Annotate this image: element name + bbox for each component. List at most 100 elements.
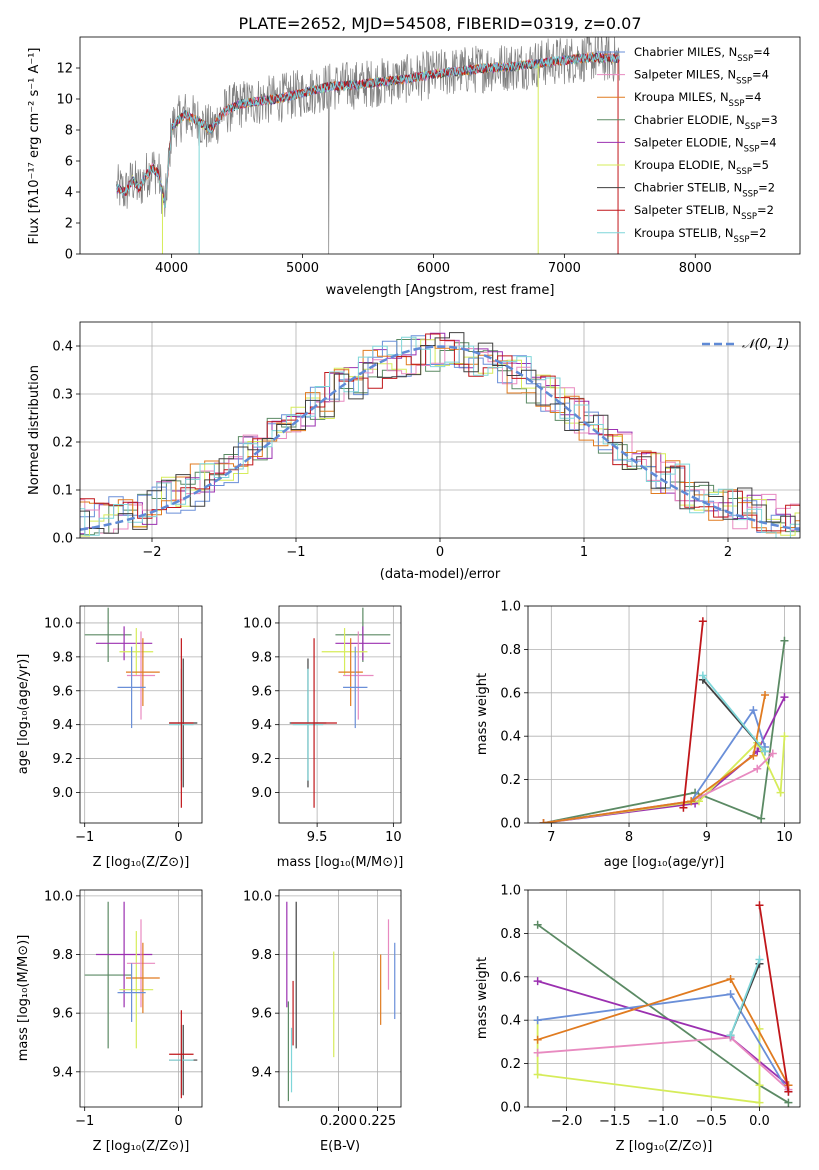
weight-point-marker bbox=[694, 797, 703, 806]
error-bar-point bbox=[338, 638, 363, 707]
x-axis-label: E(B-V) bbox=[320, 1139, 360, 1154]
histogram-step bbox=[80, 336, 800, 538]
weight-point-marker bbox=[780, 636, 789, 645]
y-tick-label: 9.4 bbox=[52, 718, 73, 733]
x-tick-label: −1 bbox=[286, 545, 305, 560]
y-axis-label: mass weight bbox=[475, 673, 490, 755]
x-tick-label: 5000 bbox=[286, 261, 319, 276]
y-tick-label: 9.4 bbox=[52, 1065, 73, 1080]
mass_vs_Z-frame bbox=[79, 889, 203, 1108]
weight-point-marker bbox=[755, 901, 764, 910]
error-bar-point bbox=[119, 931, 154, 1049]
x-axis-label: Z [log₁₀(Z/Z⊙)] bbox=[616, 1139, 713, 1154]
weight-point-marker bbox=[761, 690, 770, 699]
y-axis-label: mass weight bbox=[475, 957, 490, 1039]
y-tick-label: 0.4 bbox=[52, 340, 73, 355]
weight-point-marker bbox=[533, 1070, 542, 1079]
y-tick-label: 9.6 bbox=[52, 684, 73, 699]
x-tick-label: −1.5 bbox=[599, 1114, 631, 1129]
mass_vs_EBV-content bbox=[286, 901, 396, 1102]
legend-label: Chabrier MILES, NSSP=4 bbox=[634, 45, 770, 64]
weight-point-marker bbox=[749, 706, 758, 715]
age_vs_Z-content bbox=[84, 607, 198, 808]
error-bar-point bbox=[169, 638, 194, 808]
x-tick-label: 0 bbox=[174, 1114, 182, 1129]
x-tick-label: 0.225 bbox=[359, 1114, 396, 1129]
x-tick-label: −1.0 bbox=[647, 1114, 679, 1129]
legend-label: Kroupa STELIB, NSSP=2 bbox=[634, 226, 766, 245]
x-tick-label: −2 bbox=[142, 545, 161, 560]
weight-point-marker bbox=[780, 693, 789, 702]
x-tick-label: 0 bbox=[174, 830, 182, 845]
x-tick-label: 8000 bbox=[679, 261, 712, 276]
y-tick-label: 0.4 bbox=[500, 730, 521, 745]
x-tick-label: 7 bbox=[547, 830, 555, 845]
weight-series-line bbox=[729, 959, 761, 1036]
weight-point-marker bbox=[533, 920, 542, 929]
weight-series-line bbox=[543, 640, 786, 823]
mass_vs_EBV-frame bbox=[278, 889, 402, 1108]
x-tick-label: 9 bbox=[703, 830, 711, 845]
y-tick-label: 9.8 bbox=[52, 650, 73, 665]
error-bar-point bbox=[321, 628, 368, 676]
weight-point-marker bbox=[749, 751, 758, 760]
y-tick-label: 0.0 bbox=[500, 817, 521, 832]
y-tick-label: 9.4 bbox=[251, 1065, 272, 1080]
x-axis-label: (data-model)/error bbox=[380, 567, 501, 582]
weight-point-marker bbox=[533, 1016, 542, 1025]
weight-point-marker bbox=[533, 977, 542, 986]
histogram-step bbox=[80, 332, 800, 534]
weight-point-marker bbox=[784, 1098, 793, 1107]
x-tick-label: −0.5 bbox=[695, 1114, 727, 1129]
y-tick-label: 0.6 bbox=[500, 970, 521, 985]
legend-label: 𝒩(0, 1) bbox=[742, 337, 789, 352]
y-tick-label: 9.0 bbox=[52, 786, 73, 801]
x-tick-label: 2 bbox=[724, 545, 732, 560]
weight-point-marker bbox=[784, 1087, 793, 1096]
weight_vs_Z-content bbox=[533, 901, 793, 1107]
y-tick-label: 0.3 bbox=[52, 388, 73, 403]
spectrum-legend: Chabrier MILES, NSSP=4 Salpeter MILES, NS… bbox=[597, 45, 778, 245]
age_vs_mass-panel: 9.5 10 9.0 9.2 9.4 9.6 9.8 10.0 mass [log₁₀(M/M⊙… bbox=[243, 605, 403, 870]
weight-point-marker bbox=[780, 732, 789, 741]
y-tick-label: 0.8 bbox=[500, 643, 521, 658]
weight_vs_age-frame bbox=[527, 605, 801, 824]
weight-point-marker bbox=[533, 1048, 542, 1057]
x-tick-label: 9.5 bbox=[307, 830, 328, 845]
x-tick-label: 8 bbox=[625, 830, 633, 845]
y-tick-label: 6 bbox=[65, 155, 73, 170]
y-tick-label: 9.6 bbox=[251, 684, 272, 699]
age_vs_mass-content bbox=[289, 607, 391, 808]
weight-point-marker bbox=[776, 788, 785, 797]
error-bar-point bbox=[169, 1010, 194, 1099]
x-tick-label: 0 bbox=[436, 545, 444, 560]
error-bar-point bbox=[95, 901, 153, 1008]
x-tick-label: 6000 bbox=[417, 261, 450, 276]
weight-series-line bbox=[543, 694, 766, 823]
x-tick-label: 0.0 bbox=[749, 1114, 770, 1129]
spectrum-model-line bbox=[116, 51, 620, 209]
gaussian-curve bbox=[80, 345, 800, 531]
weight-point-marker bbox=[726, 1031, 735, 1040]
spectrum-panel: 4000 5000 6000 7000 8000 0 2 4 6 8 10 12 Chabrier MI… bbox=[27, 36, 801, 298]
figure-title: PLATE=2652, MJD=54508, FIBERID=0319, z=0… bbox=[238, 14, 641, 33]
spectrum-data-line bbox=[116, 37, 620, 254]
y-tick-label: 10.0 bbox=[44, 616, 73, 631]
y-tick-label: 9.8 bbox=[52, 948, 73, 963]
weight-point-marker bbox=[753, 764, 762, 773]
weight_vs_age-content bbox=[539, 617, 789, 823]
y-tick-label: 0.0 bbox=[500, 1101, 521, 1116]
y-tick-label: 10.0 bbox=[243, 889, 272, 904]
weight-point-marker bbox=[726, 990, 735, 999]
hist-legend: 𝒩(0, 1) bbox=[702, 337, 789, 352]
age_vs_Z-panel: −1 0 9.0 9.2 9.4 9.6 9.8 10.0 Z [log₁₀(Z/Z⊙)] age… bbox=[16, 605, 203, 870]
mass_vs_EBV-panel: 0.200 0.225 9.4 9.6 9.8 10.0 E(B-V) bbox=[243, 889, 402, 1154]
y-tick-label: 0.6 bbox=[500, 686, 521, 701]
weight-series-line bbox=[702, 674, 766, 752]
age_vs_Z-frame bbox=[79, 605, 203, 824]
legend-label: Salpeter MILES, NSSP=4 bbox=[634, 68, 769, 87]
x-tick-label: −1 bbox=[75, 830, 94, 845]
x-tick-label: −1 bbox=[75, 1114, 94, 1129]
weight_vs_age-panel: 7 8 9 10 0.0 0.2 0.4 0.6 0.8 1.0 age [log₁₀(age/yr… bbox=[475, 600, 801, 870]
